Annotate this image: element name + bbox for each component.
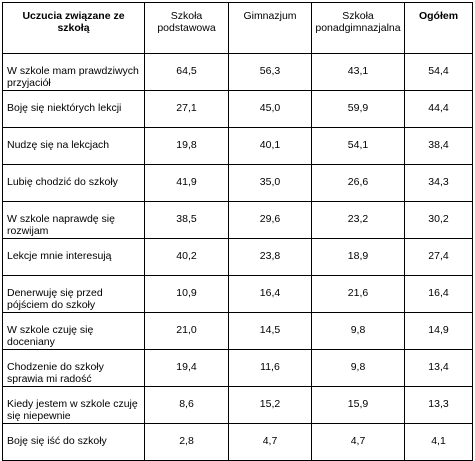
cell-overall: 16,4: [404, 275, 473, 313]
cell-primary-school: 19,8: [144, 127, 229, 165]
table-row: Chodzenie do szkoły sprawia mi radość 19,…: [2, 349, 473, 387]
table-row: Boję się niektórych lekcji 27,1 45,0 59,9 44…: [2, 90, 473, 128]
table-row: Kiedy jestem w szkole czuję się niepewni…: [2, 386, 473, 424]
cell-secondary-school: 18,9: [311, 238, 405, 276]
cell-middle-school: 4,7: [228, 423, 312, 461]
header-secondary-school: Szkoła ponadgimnazjalna: [311, 2, 405, 54]
cell-secondary-school: 9,8: [311, 312, 405, 350]
cell-primary-school: 8,6: [144, 386, 229, 424]
cell-overall: 14,9: [404, 312, 473, 350]
cell-secondary-school: 54,1: [311, 127, 405, 165]
cell-overall: 13,4: [404, 349, 473, 387]
row-label: Lekcje mnie interesują: [2, 238, 145, 276]
cell-middle-school: 29,6: [228, 201, 312, 239]
cell-primary-school: 41,9: [144, 164, 229, 202]
row-label: Kiedy jestem w szkole czuję się niepewni…: [2, 386, 145, 424]
cell-secondary-school: 4,7: [311, 423, 405, 461]
table-row: Lekcje mnie interesują 40,2 23,8 18,9 27,4: [2, 238, 473, 276]
cell-middle-school: 45,0: [228, 90, 312, 128]
table-row: Lubię chodzić do szkoły 41,9 35,0 26,6 34,3: [2, 164, 473, 202]
cell-overall: 13,3: [404, 386, 473, 424]
cell-overall: 30,2: [404, 201, 473, 239]
cell-middle-school: 40,1: [228, 127, 312, 165]
cell-secondary-school: 43,1: [311, 53, 405, 91]
cell-overall: 44,4: [404, 90, 473, 128]
header-feelings: Uczucia związane ze szkołą: [2, 2, 145, 54]
header-row: Uczucia związane ze szkołą Szkoła podsta…: [2, 2, 473, 54]
cell-overall: 38,4: [404, 127, 473, 165]
cell-secondary-school: 9,8: [311, 349, 405, 387]
table-body: W szkole mam prawdziwych przyjaciół 64,5 5…: [2, 53, 473, 461]
cell-primary-school: 27,1: [144, 90, 229, 128]
row-label: Chodzenie do szkoły sprawia mi radość: [2, 349, 145, 387]
cell-middle-school: 16,4: [228, 275, 312, 313]
header-overall: Ogółem: [404, 2, 473, 54]
cell-primary-school: 38,5: [144, 201, 229, 239]
cell-secondary-school: 26,6: [311, 164, 405, 202]
header-middle-school: Gimnazjum: [228, 2, 312, 54]
row-label: Boję się iść do szkoły: [2, 423, 145, 461]
table-row: W szkole mam prawdziwych przyjaciół 64,5 5…: [2, 53, 473, 91]
cell-secondary-school: 23,2: [311, 201, 405, 239]
cell-overall: 4,1: [404, 423, 473, 461]
cell-middle-school: 23,8: [228, 238, 312, 276]
cell-primary-school: 2,8: [144, 423, 229, 461]
cell-secondary-school: 21,6: [311, 275, 405, 313]
row-label: W szkole czuję się doceniany: [2, 312, 145, 350]
table-row: W szkole czuję się doceniany 21,0 14,5 9,8 1…: [2, 312, 473, 350]
header-primary-school: Szkoła podstawowa: [144, 2, 229, 54]
row-label: Boję się niektórych lekcji: [2, 90, 145, 128]
cell-primary-school: 19,4: [144, 349, 229, 387]
table-row: Denerwuję się przed pójściem do szkoły 10…: [2, 275, 473, 313]
table-row: Nudzę się na lekcjach 19,8 40,1 54,1 38,4: [2, 127, 473, 165]
cell-secondary-school: 15,9: [311, 386, 405, 424]
row-label: Denerwuję się przed pójściem do szkoły: [2, 275, 145, 313]
cell-middle-school: 11,6: [228, 349, 312, 387]
cell-middle-school: 14,5: [228, 312, 312, 350]
cell-middle-school: 35,0: [228, 164, 312, 202]
cell-secondary-school: 59,9: [311, 90, 405, 128]
table-row: W szkole naprawdę się rozwijam 38,5 29,6 23…: [2, 201, 473, 239]
row-label: Nudzę się na lekcjach: [2, 127, 145, 165]
cell-overall: 27,4: [404, 238, 473, 276]
row-label: W szkole naprawdę się rozwijam: [2, 201, 145, 239]
cell-middle-school: 15,2: [228, 386, 312, 424]
cell-middle-school: 56,3: [228, 53, 312, 91]
cell-primary-school: 64,5: [144, 53, 229, 91]
cell-primary-school: 40,2: [144, 238, 229, 276]
cell-primary-school: 10,9: [144, 275, 229, 313]
cell-primary-school: 21,0: [144, 312, 229, 350]
table-row: Boję się iść do szkoły 2,8 4,7 4,7 4,1: [2, 423, 473, 461]
row-label: Lubię chodzić do szkoły: [2, 164, 145, 202]
cell-overall: 54,4: [404, 53, 473, 91]
cell-overall: 34,3: [404, 164, 473, 202]
row-label: W szkole mam prawdziwych przyjaciół: [2, 53, 145, 91]
